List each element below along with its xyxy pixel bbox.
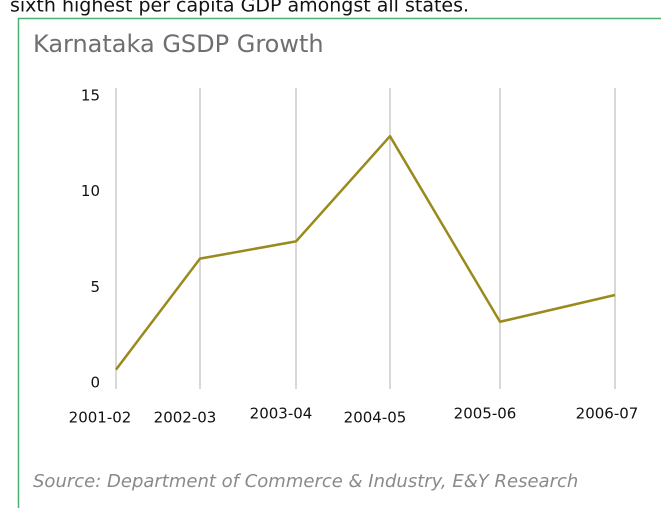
x-tick-label: 2006-07 [576,405,639,423]
header-text: sixth highest per capita GDP amongst all… [10,0,469,17]
data-line [115,134,616,371]
x-tick-label: 2003-04 [250,405,313,423]
y-tick-label: 5 [90,278,100,296]
frame [17,17,661,508]
y-tick-label: 15 [81,87,100,105]
x-tick-label: 2001-02 [69,409,132,427]
chart-title: Karnataka GSDP Growth [33,30,324,58]
source-note: Source: Department of Commerce & Industr… [33,471,578,492]
x-tick-label: 2005-06 [454,405,517,423]
y-tick-label: 10 [81,182,100,200]
x-tick-label: 2004-05 [344,409,407,427]
y-tick-label: 0 [90,374,100,392]
x-tick-label: 2002-03 [154,409,217,427]
